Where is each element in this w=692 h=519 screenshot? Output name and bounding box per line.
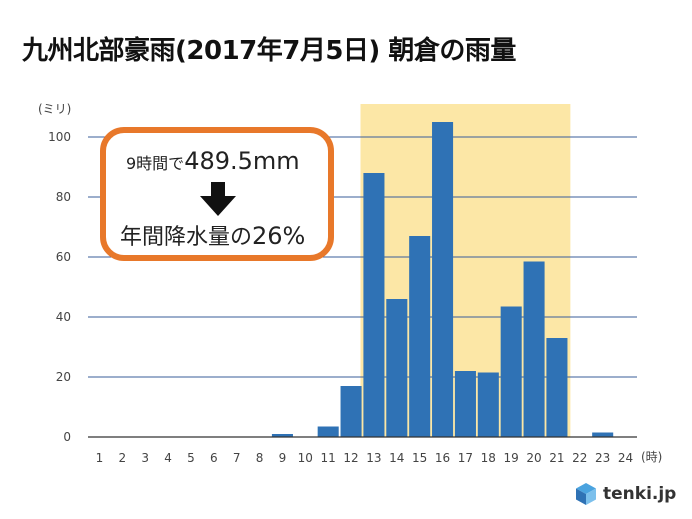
x-tick-label: 16	[435, 451, 450, 465]
x-tick-label: 9	[279, 451, 287, 465]
tenki-logo-icon	[576, 483, 596, 505]
bar-hour-17	[454, 371, 476, 437]
bar-hour-12	[340, 386, 362, 437]
bar-hour-11	[317, 426, 339, 437]
bar-hour-23	[592, 432, 614, 437]
callout-total-value: 489.5mm	[184, 147, 300, 175]
rainfall-total-callout: 9時間で489.5mm 年間降水量の26%	[100, 127, 334, 261]
callout-ratio-prefix: 年間降水量の	[120, 225, 253, 250]
y-tick-label: 20	[56, 370, 71, 384]
x-tick-label: 13	[366, 451, 381, 465]
page-title: 九州北部豪雨(2017年7月5日) 朝倉の雨量	[22, 36, 516, 66]
bar-hour-16	[432, 122, 454, 437]
x-tick-label: 14	[389, 451, 404, 465]
logo-text: tenki.jp	[603, 484, 677, 504]
x-tick-label: 12	[343, 451, 358, 465]
x-tick-label: 7	[233, 451, 241, 465]
callout-ratio-value: 26%	[252, 222, 306, 250]
x-tick-label: 23	[595, 451, 610, 465]
bar-hour-21	[546, 338, 568, 437]
x-tick-label: 22	[572, 451, 587, 465]
y-tick-label: 40	[56, 310, 71, 324]
x-axis-label: (時)	[641, 450, 662, 464]
x-tick-label: 8	[256, 451, 264, 465]
x-tick-label: 10	[298, 451, 313, 465]
bar-hour-18	[477, 372, 499, 437]
down-arrow-icon	[200, 182, 236, 216]
x-tick-label: 19	[504, 451, 519, 465]
tenki-logo: tenki.jp	[574, 481, 676, 507]
x-tick-label: 20	[526, 451, 541, 465]
bar-hour-14	[386, 299, 408, 437]
x-tick-label: 18	[481, 451, 496, 465]
x-tick-label: 5	[187, 451, 195, 465]
bar-hour-19	[500, 306, 522, 437]
y-tick-label: 0	[63, 430, 71, 444]
x-tick-label: 1	[96, 451, 104, 465]
x-tick-label: 11	[321, 451, 336, 465]
bar-hour-15	[409, 236, 431, 437]
x-tick-label: 3	[141, 451, 149, 465]
x-tick-label: 6	[210, 451, 218, 465]
y-tick-label: 60	[56, 250, 71, 264]
y-tick-label: 100	[48, 130, 71, 144]
y-axis-label: (ミリ)	[38, 102, 71, 116]
x-tick-label: 15	[412, 451, 427, 465]
bar-hour-13	[363, 173, 385, 437]
callout-total-text: 9時間で489.5mm	[126, 147, 300, 175]
x-tick-label: 24	[618, 451, 633, 465]
bar-hour-9	[271, 434, 293, 437]
x-tick-label: 2	[118, 451, 126, 465]
x-tick-label: 21	[549, 451, 564, 465]
x-tick-label: 17	[458, 451, 473, 465]
bar-hour-20	[523, 261, 545, 437]
callout-hours-prefix: 9時間で	[126, 154, 185, 173]
callout-ratio-text: 年間降水量の26%	[120, 219, 305, 251]
y-tick-label: 80	[56, 190, 71, 204]
x-tick-label: 4	[164, 451, 172, 465]
